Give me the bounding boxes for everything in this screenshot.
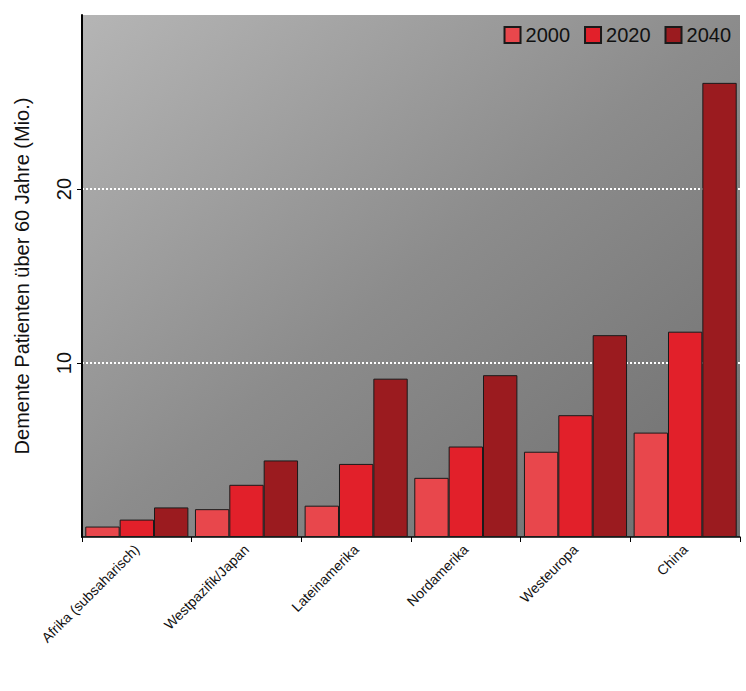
svg-text:Nordamerika: Nordamerika <box>404 541 472 609</box>
svg-text:2000: 2000 <box>526 24 571 46</box>
svg-text:2020: 2020 <box>606 24 651 46</box>
svg-text:Westpazifik/Japan: Westpazifik/Japan <box>161 541 252 632</box>
svg-text:Demente Patienten über 60 Jahr: Demente Patienten über 60 Jahre (Mio.) <box>11 98 33 455</box>
svg-text:Westeuropa: Westeuropa <box>517 541 582 606</box>
svg-text:10: 10 <box>53 352 75 374</box>
svg-text:20: 20 <box>53 178 75 200</box>
svg-text:Afrika (subsaharisch): Afrika (subsaharisch) <box>38 541 142 645</box>
svg-text:China: China <box>654 541 691 578</box>
svg-text:2040: 2040 <box>687 24 732 46</box>
svg-text:Lateinamerika: Lateinamerika <box>288 541 362 615</box>
